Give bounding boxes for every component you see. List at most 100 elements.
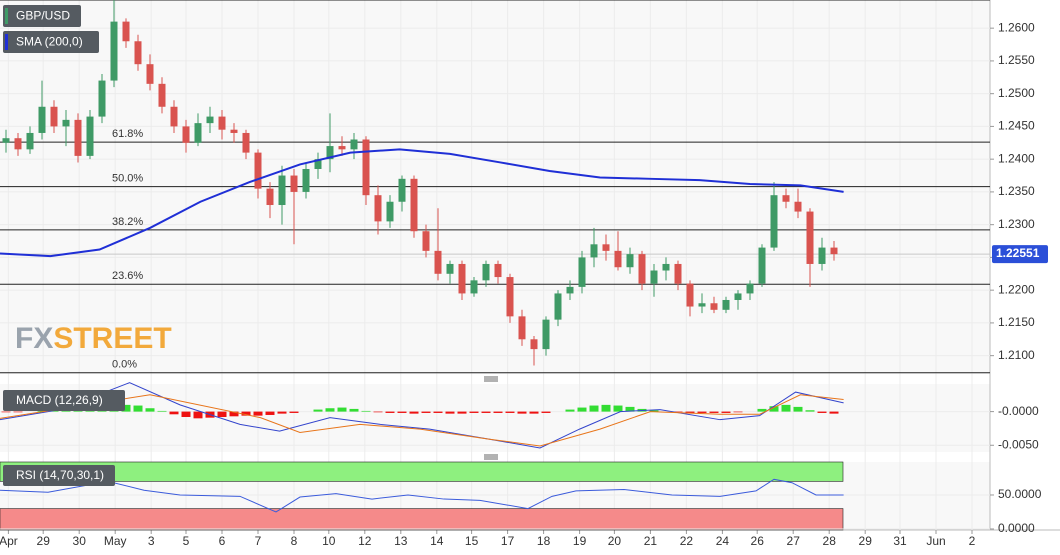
candle-body <box>554 293 562 320</box>
macd-bar <box>325 408 335 412</box>
macd-bar <box>769 406 779 412</box>
x-tick-label: 19 <box>573 534 587 548</box>
candle-body <box>110 21 118 81</box>
x-tick-label: 28 <box>823 534 837 548</box>
resize-handle[interactable] <box>484 454 498 460</box>
x-tick-label: May <box>104 534 127 548</box>
candle-body <box>338 146 346 150</box>
fib-label: 38.2% <box>112 216 143 228</box>
macd-bar <box>385 411 395 413</box>
macd-bar <box>469 411 479 413</box>
x-tick-label: 27 <box>787 534 801 548</box>
candle-body <box>422 231 430 251</box>
macd-bar <box>349 408 359 412</box>
legend-label: MACD (12,26,9) <box>16 393 103 407</box>
legend-label: RSI (14,70,30,1) <box>16 468 104 482</box>
macd-bar <box>217 411 227 417</box>
macd-bar <box>721 411 731 413</box>
y-tick-label: 1.2500 <box>998 86 1035 100</box>
candle-body <box>662 263 670 271</box>
marks: Apr 29 30 May 3 5 6 7 8 10 12 13 14 15 17 18 19 20 21 22 24 2… <box>0 0 1048 548</box>
x-tick-label: 29 <box>37 534 51 548</box>
candle-body <box>290 175 298 192</box>
y-tick-label: 1.2150 <box>998 315 1035 329</box>
macd-bar <box>709 411 719 413</box>
x-tick-label: 6 <box>219 534 226 548</box>
macd-bar <box>289 411 299 413</box>
candle-body <box>374 195 382 222</box>
macd-line <box>0 382 844 449</box>
candle-body <box>722 299 730 310</box>
macd-bar <box>805 410 815 412</box>
legend[interactable]: GBP/USD SMA (200,0) MACD (12,26,9) RSI (… <box>3 5 125 486</box>
last-price-tag <box>992 245 1048 264</box>
x-tick-label: 13 <box>394 534 408 548</box>
x-tick-label: 24 <box>716 534 730 548</box>
macd-bar <box>193 411 203 419</box>
fib-label: 23.6% <box>112 270 143 282</box>
x-tick-label: 26 <box>751 534 765 548</box>
candle-body <box>278 175 286 206</box>
candle-body <box>614 250 622 268</box>
fib-label: 61.8% <box>112 128 143 140</box>
x-tick-label: 2 <box>969 534 976 548</box>
y-tick-label: -0.0000 <box>998 404 1039 418</box>
macd-bar <box>733 411 743 413</box>
candle-body <box>818 247 826 264</box>
candle-body <box>674 263 682 284</box>
macd-bar <box>409 411 419 414</box>
macd-bar <box>625 406 635 412</box>
candle-body <box>602 244 610 251</box>
candle-body <box>458 263 466 294</box>
x-tick-label: 7 <box>255 534 262 548</box>
macd-bar <box>421 411 431 413</box>
legend-box <box>3 31 99 53</box>
legend-swatch <box>5 8 8 24</box>
legend-swatch <box>5 34 8 50</box>
candle-body <box>542 319 550 350</box>
candle-body <box>350 139 358 150</box>
x-tick-label: 12 <box>358 534 372 548</box>
macd-bar <box>169 411 179 415</box>
candle-body <box>74 119 82 156</box>
candle-body <box>506 277 514 317</box>
legend-box <box>3 465 115 486</box>
candle-body <box>770 195 778 248</box>
legend-label: SMA (200,0) <box>16 35 83 49</box>
fib-label: 0.0% <box>112 359 137 371</box>
candle-body <box>470 280 478 294</box>
macd-bar <box>133 405 143 412</box>
macd-bar <box>361 410 371 412</box>
y-tick-label: 1.2100 <box>998 348 1035 362</box>
macd-bar <box>673 411 683 413</box>
candle-body <box>158 83 166 107</box>
macd-bar <box>517 411 527 414</box>
y-tick-label: 1.2200 <box>998 282 1035 296</box>
candle-body <box>302 168 310 192</box>
macd-bar <box>829 411 839 414</box>
candle-body <box>686 283 694 307</box>
candle-body <box>326 146 334 160</box>
macd-bar <box>541 411 551 413</box>
y-tick-label: 50.0000 <box>998 487 1042 501</box>
candle-body <box>14 138 22 150</box>
candle-body <box>794 201 802 212</box>
candle-body <box>266 188 274 206</box>
watermark-part: STREET <box>53 322 171 355</box>
candle-body <box>578 257 586 287</box>
x-tick-label: Apr <box>0 534 18 548</box>
resize-handle[interactable] <box>484 376 498 382</box>
macd-bar <box>253 411 263 416</box>
macd-bar <box>697 411 707 413</box>
candle-body <box>134 41 142 65</box>
y-tick-label: 1.2600 <box>998 20 1035 34</box>
x-tick-label: 3 <box>148 534 155 548</box>
macd-bar <box>265 411 275 415</box>
candle-body <box>122 21 130 42</box>
candle-body <box>530 339 538 350</box>
x-tick-label: 5 <box>183 534 190 548</box>
macd-bar <box>505 411 515 413</box>
candle-body <box>2 138 10 143</box>
macd-bar <box>793 406 803 412</box>
